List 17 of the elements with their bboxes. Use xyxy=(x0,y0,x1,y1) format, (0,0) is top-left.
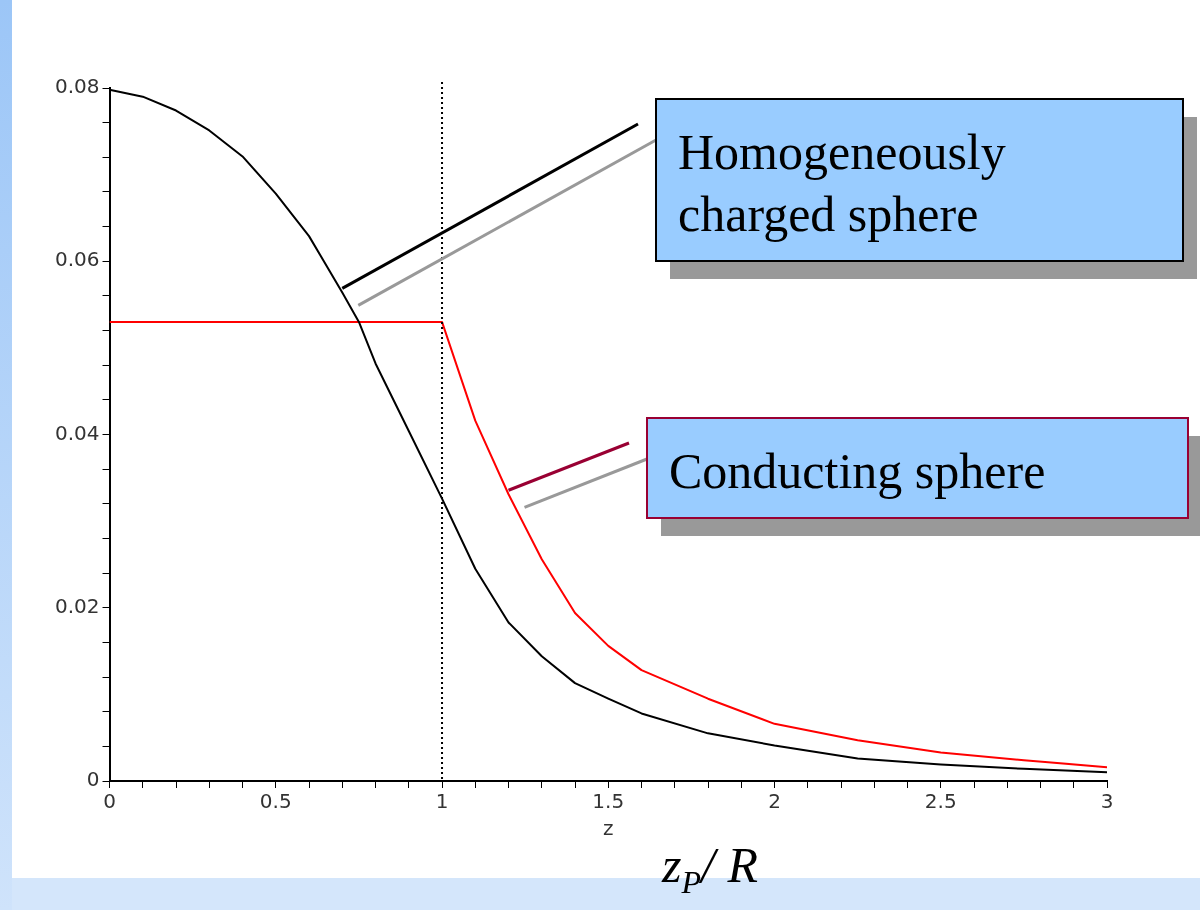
y-tick-label: 0 xyxy=(86,767,100,792)
x-tick-label: 0 xyxy=(103,789,116,814)
annotation: Homogeneously charged sphere xyxy=(678,124,1006,242)
x-tick-label: 1 xyxy=(435,789,449,814)
x-axis-title: z xyxy=(603,816,614,841)
y-tick-label: 0.02 xyxy=(55,593,100,618)
callout-box: Homogeneously charged sphere xyxy=(341,98,1197,307)
x-tick-label: 3 xyxy=(1100,789,1114,814)
x-tick-label: 2 xyxy=(768,789,781,814)
annotation: Conducting sphere xyxy=(669,443,1046,499)
x-tick-label: 1.5 xyxy=(592,789,625,814)
x-tick-label: 0.5 xyxy=(259,789,292,814)
y-tick-label: 0.04 xyxy=(55,420,100,445)
y-tick-label: 0.08 xyxy=(55,74,100,99)
x-tick-label: 2.5 xyxy=(924,789,957,814)
text: z$_{P}$/ R xyxy=(662,837,758,900)
y-tick-label: 0.06 xyxy=(55,247,100,272)
